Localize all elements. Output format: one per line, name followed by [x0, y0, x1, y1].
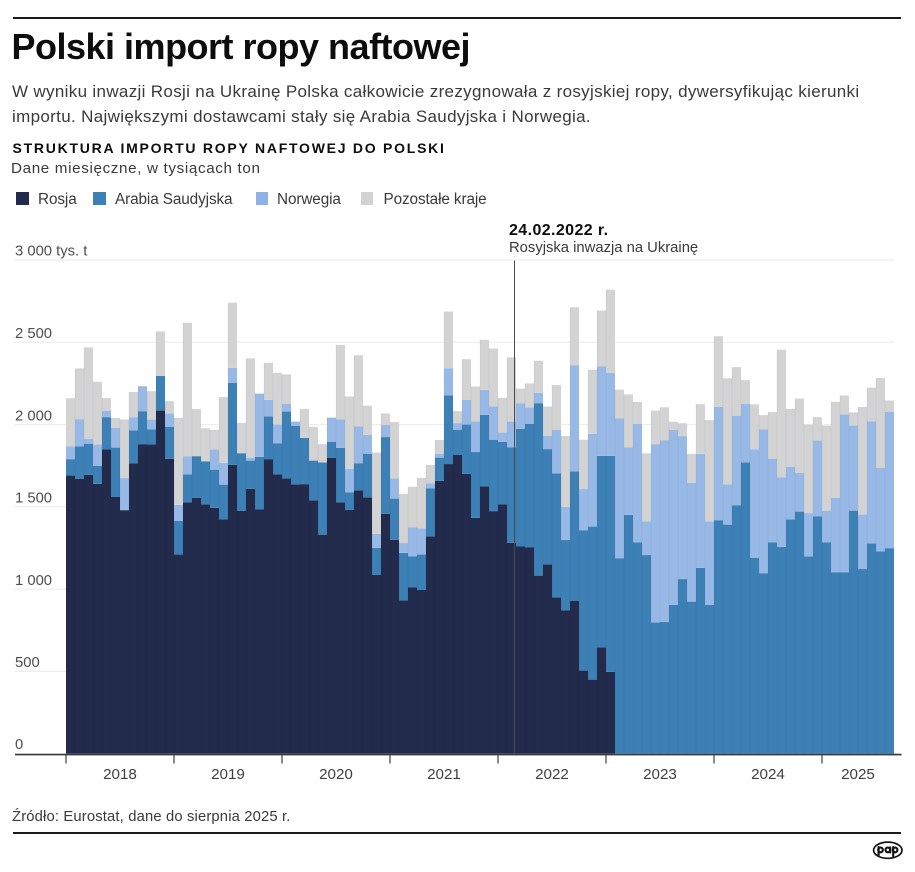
svg-text:2022: 2022: [535, 766, 569, 783]
svg-text:2019: 2019: [211, 766, 245, 783]
svg-text:2 000: 2 000: [15, 408, 52, 424]
svg-text:500: 500: [15, 655, 40, 671]
svg-text:2018: 2018: [103, 766, 137, 783]
svg-text:2024: 2024: [751, 766, 785, 783]
svg-text:2023: 2023: [643, 766, 677, 783]
svg-text:1 000: 1 000: [15, 573, 52, 589]
svg-text:3 000 tys. t: 3 000 tys. t: [15, 244, 87, 260]
svg-text:0: 0: [15, 737, 23, 753]
svg-text:2020: 2020: [319, 766, 353, 783]
svg-text:2 500: 2 500: [15, 326, 52, 342]
svg-text:2025: 2025: [841, 766, 875, 783]
svg-text:2021: 2021: [427, 766, 461, 783]
svg-text:1 500: 1 500: [15, 491, 52, 507]
